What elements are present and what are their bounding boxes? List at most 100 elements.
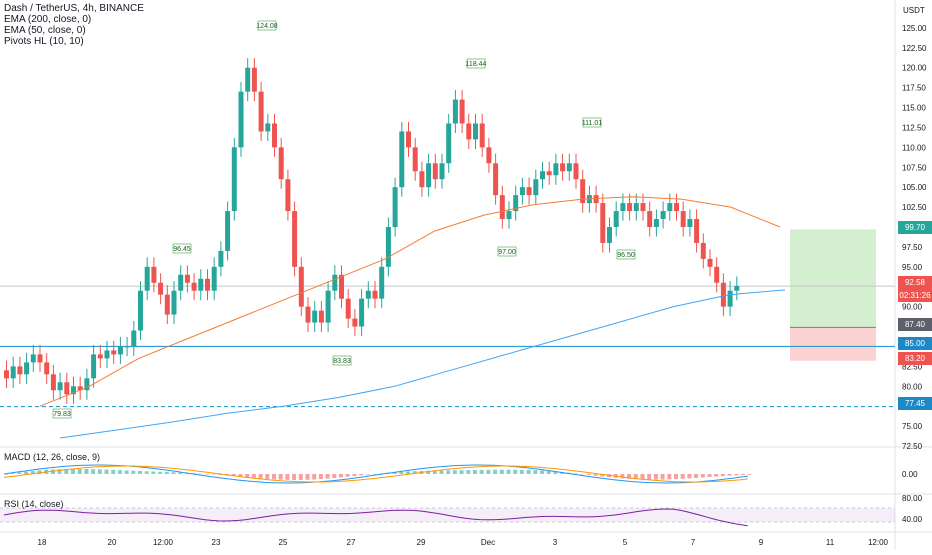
- candle-body: [452, 99, 458, 124]
- macd-histogram-bar: [198, 473, 203, 475]
- macd-title[interactable]: MACD (12, 26, close, 9): [4, 452, 101, 462]
- macd-histogram-bar: [392, 472, 397, 474]
- candle-body: [131, 330, 137, 347]
- candle-body: [707, 258, 713, 267]
- candle-body: [486, 147, 492, 164]
- macd-histogram-bar: [339, 474, 343, 478]
- pivot-label: 97.00: [498, 249, 516, 256]
- price-tick-label: 90.00: [902, 303, 923, 312]
- candle-body: [613, 211, 619, 227]
- support-price-tag: 85.00: [898, 337, 932, 350]
- macd-histogram-bar: [680, 474, 685, 479]
- candle-body: [620, 203, 626, 212]
- rsi-title[interactable]: RSI (14, close): [4, 499, 64, 509]
- macd-histogram-bar: [37, 470, 42, 474]
- pivot-label: 124.08: [256, 23, 278, 30]
- pivot-label: 96.50: [617, 252, 635, 259]
- candle-body: [667, 203, 673, 212]
- macd-histogram-bar: [506, 469, 511, 474]
- candle-body: [325, 290, 331, 323]
- macd-histogram-bar: [486, 469, 491, 474]
- macd-histogram-bar: [540, 470, 544, 474]
- macd-histogram-bar: [627, 474, 632, 479]
- macd-histogram-bar: [586, 474, 591, 475]
- take-profit-tag: 99.70: [898, 221, 932, 234]
- time-tick-label: 3: [553, 538, 558, 547]
- price-tick-label: 115.00: [902, 104, 926, 113]
- candle-body: [298, 266, 304, 307]
- price-tick-label: 112.50: [902, 123, 926, 132]
- macd-histogram-bar: [258, 474, 263, 479]
- macd-histogram-bar: [741, 474, 745, 475]
- macd-histogram-bar: [111, 469, 116, 474]
- price-tick-label: 82.50: [902, 362, 923, 371]
- candle-body: [251, 67, 257, 92]
- candle-body: [178, 274, 184, 291]
- time-tick-label: 27: [347, 538, 356, 547]
- macd-histogram-bar: [560, 472, 565, 474]
- pivots-label[interactable]: Pivots HL (10, 10): [4, 36, 84, 47]
- macd-histogram-bar: [64, 469, 69, 474]
- candle-body: [459, 99, 465, 124]
- candle-body: [84, 378, 90, 391]
- candle-body: [211, 266, 217, 291]
- time-tick-label: 12:00: [868, 538, 889, 547]
- macd-histogram-bar: [124, 470, 129, 474]
- candle-body: [144, 266, 150, 291]
- price-tick-label: 107.50: [902, 163, 927, 172]
- candle-body: [506, 211, 512, 220]
- price-tick-label: 102.50: [902, 203, 927, 212]
- macd-histogram-bar: [379, 473, 384, 474]
- pivot-label-box: [582, 117, 602, 128]
- macd-histogram-bar: [466, 470, 471, 474]
- macd-histogram-bar: [734, 474, 739, 476]
- macd-histogram-bar: [660, 474, 665, 480]
- price-tick-label: 120.00: [902, 64, 927, 73]
- candle-body: [426, 163, 432, 188]
- candle-body: [466, 123, 472, 140]
- candle-body: [385, 227, 391, 267]
- candle-body: [30, 354, 36, 363]
- candle-body: [158, 282, 164, 295]
- price-tick-label: 95.00: [902, 263, 923, 272]
- macd-histogram-bar: [205, 474, 209, 475]
- macd-histogram-bar: [171, 472, 176, 474]
- macd-histogram-bar: [412, 471, 417, 474]
- candle-body: [352, 318, 358, 327]
- candle-body: [493, 163, 499, 196]
- candle-body: [111, 350, 117, 355]
- candle-body: [117, 346, 123, 355]
- symbol-label[interactable]: Dash / TetherUS, 4h, BINANCE: [4, 3, 144, 14]
- candle-body: [627, 203, 633, 212]
- candle-body: [184, 274, 190, 283]
- candle-body: [419, 171, 425, 188]
- profit-zone: [790, 229, 876, 328]
- candle-body: [519, 187, 525, 196]
- macd-histogram-bar: [251, 474, 256, 478]
- time-tick-label: 9: [759, 538, 764, 547]
- pivot-label-box: [332, 355, 352, 366]
- candle-body: [305, 306, 311, 323]
- macd-histogram-bar: [359, 474, 364, 476]
- candle-body: [50, 374, 56, 391]
- candle-body: [600, 203, 606, 243]
- candle-body: [553, 163, 559, 176]
- candle-body: [660, 211, 666, 220]
- ema50-label[interactable]: EMA (50, close, 0): [4, 25, 86, 36]
- candle-body: [633, 203, 639, 212]
- price-tick-label: 80.00: [902, 382, 923, 391]
- candle-body: [124, 346, 130, 348]
- macd-histogram-bar: [312, 474, 317, 480]
- macd-histogram-bar: [707, 474, 712, 478]
- candle-body: [674, 203, 679, 212]
- pivot-label-box: [257, 20, 277, 31]
- candle-body: [205, 278, 210, 291]
- ema200-label[interactable]: EMA (200, close, 0): [4, 14, 92, 25]
- candle-body: [258, 91, 264, 132]
- macd-histogram-bar: [633, 474, 638, 480]
- candle-body: [640, 203, 646, 212]
- macd-histogram-bar: [278, 474, 283, 480]
- candle-body: [694, 219, 700, 243]
